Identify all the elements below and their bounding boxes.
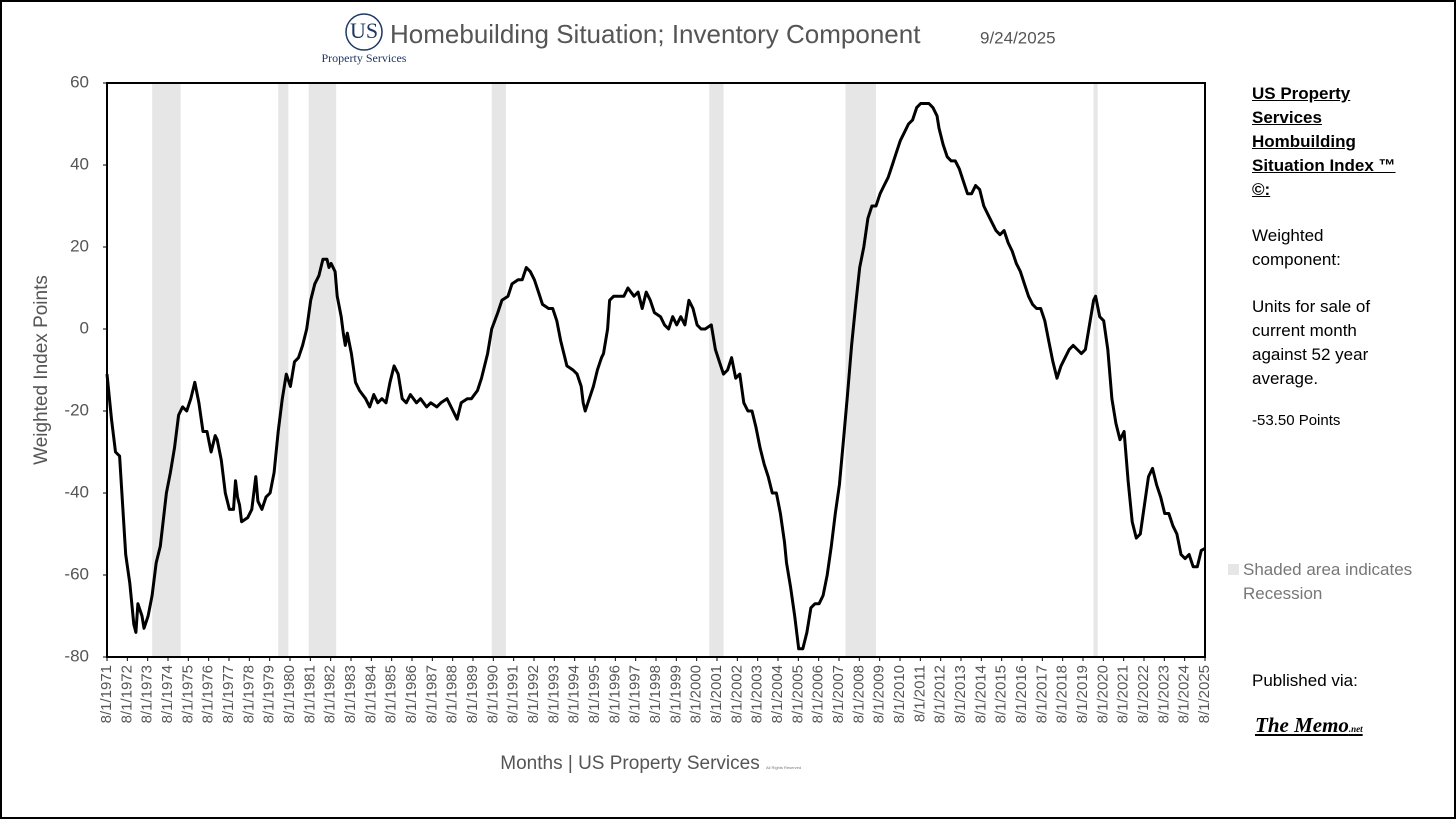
x-tick-label: 8/1/2020: [1094, 665, 1111, 723]
x-tick-label: 8/1/2005: [789, 665, 806, 723]
x-tick-label: 8/1/1977: [220, 665, 237, 723]
x-tick-label: 8/1/1991: [505, 665, 522, 723]
x-tick-label: 8/1/2019: [1074, 665, 1091, 723]
x-tick-label: 8/1/2002: [728, 665, 745, 723]
y-tick-label: -80: [64, 646, 89, 665]
memo-logo: The Memo.net: [1255, 713, 1363, 741]
recession-band: [278, 83, 289, 657]
x-tick-label: 8/1/1999: [667, 665, 684, 723]
y-tick-label: 0: [80, 318, 89, 337]
x-tick-label: 8/1/1985: [383, 665, 400, 723]
x-axis-label: Months | US Property Services: [500, 753, 759, 774]
x-tick-label: 8/1/1992: [525, 665, 542, 723]
x-tick-label: 8/1/2000: [688, 665, 705, 723]
side-text: Units for sale of current month against …: [1252, 297, 1371, 388]
legend-label: Shaded area indicates Recession: [1243, 560, 1413, 603]
x-tick-label: 8/1/1976: [200, 665, 217, 723]
x-tick-label: 8/1/2001: [708, 665, 725, 723]
chart-title: Homebuilding Situation; Inventory Compon…: [390, 19, 921, 49]
published-label: Published via:: [1252, 671, 1358, 690]
x-tick-label: 8/1/1990: [484, 665, 501, 723]
x-tick-label: 8/1/2007: [830, 665, 847, 723]
x-tick-label: 8/1/1979: [261, 665, 278, 723]
memo-name: The Memo: [1255, 713, 1349, 737]
x-tick-label: 8/1/1980: [281, 665, 298, 723]
y-tick-label: -40: [64, 482, 89, 501]
x-tick-label: 8/1/1995: [586, 665, 603, 723]
x-tick-label: 8/1/2017: [1033, 665, 1050, 723]
side-text: Weighted component:: [1252, 226, 1341, 269]
logo-mark: US: [350, 18, 378, 43]
x-tick-label: 8/1/1996: [606, 665, 623, 723]
x-tick-label: 8/1/1973: [139, 665, 156, 723]
x-tick-label: 8/1/1982: [322, 665, 339, 723]
x-tick-label: 8/1/2012: [932, 665, 949, 723]
rights-note: All Rights Reserved: [766, 765, 801, 770]
chart-date: 9/24/2025: [980, 28, 1056, 47]
x-tick-label: 8/1/2010: [891, 665, 908, 723]
x-tick-label: 8/1/2022: [1135, 665, 1152, 723]
x-tick-label: 8/1/1987: [423, 665, 440, 723]
recession-band: [491, 83, 506, 657]
recession-band: [1093, 83, 1098, 657]
x-tick-label: 8/1/1978: [240, 665, 257, 723]
y-axis-label: Weighted Index Points: [31, 275, 52, 465]
x-tick-label: 8/1/2018: [1054, 665, 1071, 723]
x-tick-label: 8/1/1986: [403, 665, 420, 723]
x-tick-label: 8/1/2013: [952, 665, 969, 723]
y-tick-label: -20: [64, 400, 89, 419]
x-tick-label: 8/1/1993: [545, 665, 562, 723]
side-text: -53.50 Points: [1252, 412, 1341, 429]
x-tick-label: 8/1/2004: [769, 665, 786, 723]
x-tick-label: 8/1/1983: [342, 665, 359, 723]
x-tick-label: 8/1/2006: [810, 665, 827, 723]
y-tick-label: -60: [64, 564, 89, 583]
x-tick-label: 8/1/2009: [871, 665, 888, 723]
x-tick-label: 8/1/1984: [362, 665, 379, 723]
data-line: [105, 102, 1206, 651]
x-tick-label: 8/1/1971: [98, 665, 115, 723]
x-tick-label: 8/1/1998: [647, 665, 664, 723]
x-tick-label: 8/1/1997: [627, 665, 644, 723]
x-tick-label: 8/1/1974: [159, 665, 176, 723]
x-tick-label: 8/1/2014: [972, 665, 989, 723]
x-tick-label: 8/1/1972: [118, 665, 135, 723]
x-tick-label: 8/1/2015: [993, 665, 1010, 723]
x-tick-label: 8/1/1994: [566, 665, 583, 723]
recession-band: [709, 83, 724, 657]
legend-swatch: [1228, 564, 1239, 575]
x-tick-label: 8/1/2011: [911, 665, 928, 722]
y-tick-label: 60: [70, 72, 89, 91]
x-tick-label: 8/1/2003: [749, 665, 766, 723]
x-tick-label: 8/1/2023: [1155, 665, 1172, 723]
x-tick-label: 8/1/1981: [301, 665, 318, 723]
recession-band: [308, 83, 337, 657]
x-tick-label: 8/1/2008: [850, 665, 867, 723]
x-tick-label: 8/1/2024: [1176, 665, 1193, 723]
x-tick-label: 8/1/2016: [1013, 665, 1030, 723]
memo-suffix: .net: [1348, 724, 1363, 734]
y-tick-label: 20: [70, 236, 89, 255]
side-heading: US Property Services Hombuilding Situati…: [1252, 84, 1396, 199]
plot-frame: [106, 82, 1206, 658]
x-tick-label: 8/1/2025: [1196, 665, 1213, 723]
logo-circle: [345, 13, 383, 51]
logo-name: Property Services: [322, 51, 407, 65]
x-tick-label: 8/1/2021: [1115, 665, 1132, 723]
x-tick-label: 8/1/1989: [464, 665, 481, 723]
x-tick-label: 8/1/1975: [179, 665, 196, 723]
x-tick-label: 8/1/1988: [444, 665, 461, 723]
y-tick-label: 40: [70, 154, 89, 173]
